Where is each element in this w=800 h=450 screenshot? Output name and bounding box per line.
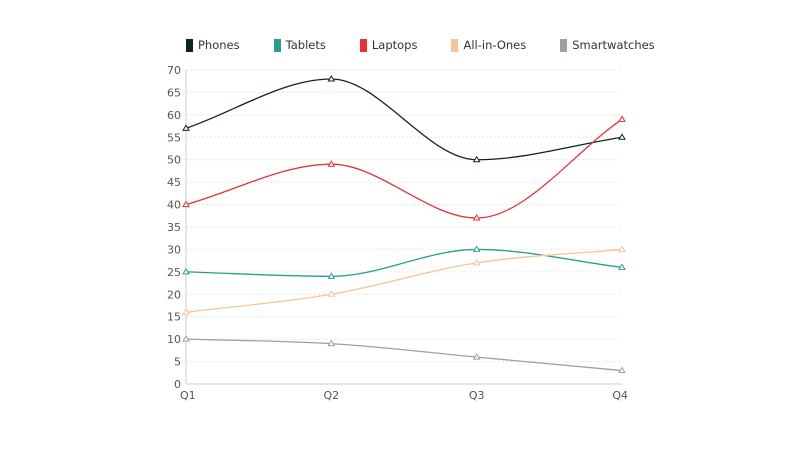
y-tick-label: 0	[174, 378, 181, 391]
y-tick-label: 65	[167, 86, 181, 99]
data-point-laptops	[182, 200, 190, 208]
series-line-all-in-ones	[185, 248, 623, 313]
y-tick-label: 40	[167, 199, 181, 212]
data-point-phones	[472, 155, 481, 163]
data-point-phones	[182, 124, 190, 131]
data-point-smartwatches	[327, 339, 336, 347]
data-point-tablets	[618, 263, 626, 270]
y-tick-label: 30	[167, 243, 181, 256]
data-point-laptops	[327, 160, 336, 167]
series-line-phones	[185, 78, 623, 161]
y-tick-label: 10	[167, 333, 181, 346]
legend-item-tablets[interactable]: Tablets	[273, 38, 326, 52]
legend-label: All-in-Ones	[463, 38, 527, 52]
y-tick-label: 60	[167, 109, 181, 122]
legend-item-laptops[interactable]: Laptops	[359, 38, 418, 52]
legend-label: Laptops	[371, 38, 418, 52]
y-tick-label: 50	[167, 154, 181, 167]
legend-swatch	[273, 38, 281, 52]
data-point-all-in-ones	[182, 308, 190, 315]
legend: Phones Tablets Laptops All-in-Ones Smart…	[186, 38, 689, 52]
legend-item-phones[interactable]: Phones	[186, 38, 240, 52]
series-line-laptops	[185, 118, 623, 219]
data-point-smartwatches	[182, 335, 190, 342]
data-point-phones	[618, 133, 626, 140]
y-tick-label: 5	[174, 356, 181, 369]
y-tick-label: 20	[167, 288, 181, 301]
legend-swatch	[451, 38, 459, 52]
data-point-smartwatches	[618, 366, 626, 374]
x-tick-label: Q4	[612, 389, 628, 402]
data-point-tablets	[472, 245, 481, 252]
y-tick-label: 15	[167, 311, 181, 324]
legend-swatch	[359, 38, 367, 52]
legend-item-all-in-ones[interactable]: All-in-Ones	[451, 38, 526, 52]
series-line-smartwatches	[185, 338, 623, 372]
legend-label: Tablets	[285, 38, 326, 52]
x-tick-label: Q3	[469, 389, 485, 402]
data-point-laptops	[618, 115, 626, 122]
x-tick-label: Q2	[323, 389, 339, 402]
y-tick-label: 70	[167, 64, 181, 77]
legend-label: Phones	[198, 38, 240, 52]
y-tick-label: 25	[167, 266, 181, 279]
legend-item-smartwatches[interactable]: Smartwatches	[560, 38, 655, 52]
y-tick-label: 55	[167, 131, 181, 144]
legend-swatch	[186, 38, 193, 52]
data-point-all-in-ones	[327, 290, 336, 297]
data-point-all-in-ones	[618, 245, 626, 252]
data-point-laptops	[472, 214, 481, 221]
data-point-tablets	[327, 272, 336, 279]
legend-label: Smartwatches	[572, 38, 655, 52]
y-tick-label: 45	[167, 176, 181, 189]
legend-swatch	[560, 38, 568, 52]
y-tick-label: 35	[167, 221, 181, 234]
data-point-all-in-ones	[472, 258, 481, 266]
x-tick-label: Q1	[180, 389, 196, 402]
data-point-tablets	[182, 267, 190, 275]
series-line-tablets	[185, 248, 623, 277]
data-point-smartwatches	[472, 353, 481, 360]
data-point-phones	[327, 74, 336, 82]
